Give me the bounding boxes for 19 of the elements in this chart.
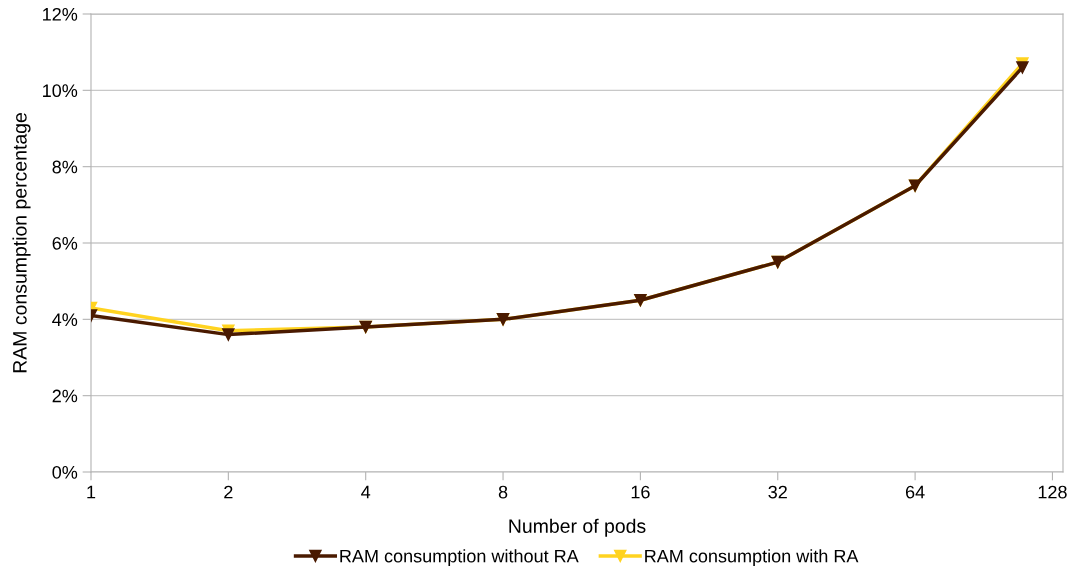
x-axis-title: Number of pods — [509, 518, 646, 537]
x-tick-label: 2 — [224, 485, 233, 499]
y-axis-title: RAM consumption percentage — [12, 113, 31, 373]
y-tick-label: 6% — [52, 236, 78, 250]
x-tick-label: 1 — [87, 485, 96, 499]
y-tick-label: 10% — [43, 84, 78, 98]
x-tick-label: 32 — [768, 485, 787, 499]
x-tick-label: 16 — [631, 485, 650, 499]
x-tick-label: 64 — [905, 485, 925, 499]
x-tick-label: 4 — [361, 485, 371, 499]
legend-label: RAM consumption with RA — [645, 549, 859, 567]
y-tick-label: 4% — [52, 313, 78, 326]
x-tick-label: 8 — [498, 485, 508, 499]
legend-label: RAM consumption without RA — [340, 549, 579, 567]
y-tick-label: 12% — [43, 7, 78, 21]
y-tick-label: 0% — [52, 465, 78, 479]
x-tick-label: 128 — [1038, 485, 1067, 499]
y-tick-label: 2% — [52, 389, 78, 403]
y-tick-label: 8% — [52, 160, 78, 174]
